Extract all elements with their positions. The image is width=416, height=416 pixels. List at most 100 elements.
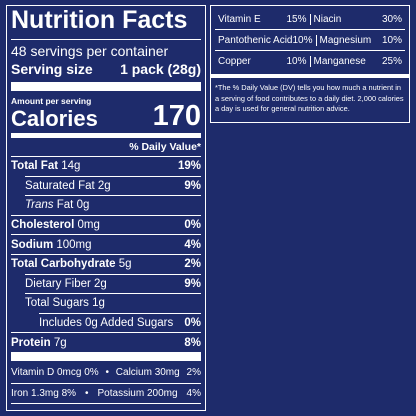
mineral: Calcium 30mg xyxy=(116,367,180,378)
nutrient-row: Includes 0g Added Sugars 0% xyxy=(39,312,201,333)
vitamin-name: Magnesium xyxy=(319,34,372,46)
mineral-row: Vitamin D 0mcg 0% • Calcium 30mg 2% xyxy=(11,362,201,383)
vitamin: Copper 10% xyxy=(215,56,310,67)
mineral-row: Iron 1.3mg 8% • Potassium 200mg 4% xyxy=(11,383,201,404)
vitamin: Vitamin E 15% xyxy=(215,14,310,25)
mineral-amount: 0mcg xyxy=(56,367,82,378)
daily-value-header: % Daily Value* xyxy=(129,141,201,153)
nutrient-name-italic: Trans xyxy=(25,199,54,212)
nutrient-dv: 2% xyxy=(184,258,201,271)
nutrient-name: Total Sugars xyxy=(25,297,89,310)
nutrient-dv: 4% xyxy=(184,238,201,251)
vitamin-name: Niacin xyxy=(313,13,342,25)
nutrient-dv: 19% xyxy=(177,160,201,173)
vitamin-dv: 25% xyxy=(381,55,402,67)
mineral-amount: 30mg xyxy=(154,367,180,378)
mineral-dv: 2% xyxy=(186,367,201,378)
divider xyxy=(215,50,405,51)
divider xyxy=(215,29,405,30)
mineral-dv: 8% xyxy=(61,388,77,399)
vitamin-name: Vitamin E xyxy=(218,13,261,25)
mineral: Potassium 200mg xyxy=(98,388,178,399)
nutrient-amount: 7g xyxy=(53,336,67,349)
nutrient-dv: 9% xyxy=(184,179,201,192)
nutrient-dv: 0% xyxy=(184,317,201,330)
serving-size-label: Serving size xyxy=(11,61,93,77)
vitamin-dv: 10% xyxy=(292,34,313,46)
mineral-name: Vitamin D xyxy=(11,367,55,378)
vitamin-name: Copper xyxy=(218,55,251,67)
nutrient-amount: 2g xyxy=(97,179,111,192)
vitamin-panel: Vitamin E 15% Niacin 30% Pantothenic Acid 1… xyxy=(210,5,410,123)
nutrient-row: Saturated Fat 2g 9% xyxy=(25,175,201,196)
nutrient-row: Cholesterol 0mg 0% xyxy=(11,214,201,235)
vitamin-row: Pantothenic Acid 10% Magnesium 10% xyxy=(215,30,405,50)
servings: 48 servings per container xyxy=(11,43,169,59)
nutrient: Total Fat 14g xyxy=(11,160,80,172)
nutrient: Protein 7g xyxy=(11,337,67,349)
medium-bar xyxy=(211,74,409,78)
nutrient-name: Protein xyxy=(11,336,51,349)
vitamin: Niacin 30% xyxy=(309,13,406,25)
vitamin-dv: 10% xyxy=(381,34,402,46)
thick-bar xyxy=(11,352,201,361)
mineral: Iron 1.3mg 8% xyxy=(11,388,76,399)
nutrient-row: Total Carbohydrate 5g 2% xyxy=(11,254,201,274)
nutrition-label: Nutrition Facts 48 servings per containe… xyxy=(6,5,206,411)
serving-size-row: Serving size 1 pack (28g) xyxy=(11,61,201,77)
amount-per-serving: Amount per serving xyxy=(11,96,92,106)
vitamin-name: Manganese xyxy=(313,55,366,67)
nutrient-amount: 14g xyxy=(61,160,81,173)
nutrient-row: Dietary Fiber 2g 9% xyxy=(25,273,201,294)
medium-bar xyxy=(11,133,201,138)
label-title: Nutrition Facts xyxy=(11,6,188,34)
nutrient: Total Sugars 1g xyxy=(25,297,105,309)
vitamin-dv: 30% xyxy=(381,13,402,25)
serving-size: 1 pack (28g) xyxy=(120,61,201,77)
nutrient: Total Carbohydrate 5g xyxy=(11,258,132,270)
nutrient-amount: 1g xyxy=(92,297,105,310)
vitamin-name: Pantothenic Acid xyxy=(218,34,293,46)
nutrient-amount: 2g xyxy=(94,277,107,290)
nutrient-name: Sodium xyxy=(11,238,54,251)
nutrient: Sodium 100mg xyxy=(11,239,92,251)
mineral-name: Iron xyxy=(11,388,29,399)
nutrient: Dietary Fiber 2g xyxy=(25,278,107,290)
nutrient-row: Sodium 100mg 4% xyxy=(11,234,201,254)
mineral: Vitamin D 0mcg 0% xyxy=(11,367,99,378)
nutrient-dv: 8% xyxy=(184,336,201,349)
separator: • xyxy=(85,388,89,399)
calories-value: 170 xyxy=(152,100,201,132)
footnote: *The % Daily Value (DV) tells you how mu… xyxy=(215,83,404,113)
nutrient: Saturated Fat 2g xyxy=(25,180,111,192)
nutrient-name: Saturated Fat xyxy=(25,179,95,192)
vitamin: Pantothenic Acid 10% xyxy=(215,35,316,46)
nutrient-name: Total Fat xyxy=(11,160,59,173)
nutrient-name: Fat xyxy=(56,199,74,212)
separator: • xyxy=(105,367,109,378)
vitamin-row: Vitamin E 15% Niacin 30% xyxy=(215,9,405,29)
vitamin: Manganese 25% xyxy=(309,55,406,67)
nutrient: Trans Fat 0g xyxy=(25,199,89,211)
nutrient-row: Total Fat 14g 19% xyxy=(11,156,201,176)
nutrient-name: Dietary Fiber xyxy=(25,277,91,290)
mineral-name: Potassium xyxy=(97,388,145,399)
nutrient-dv: 9% xyxy=(184,277,201,290)
mineral-name: Calcium xyxy=(115,367,152,378)
nutrient-amount: 0mg xyxy=(77,219,100,232)
nutrient-dv: 0% xyxy=(184,219,201,232)
mineral-dv: 0% xyxy=(84,367,99,378)
nutrient-name: Total Carbohydrate xyxy=(11,258,116,271)
vitamin-dv: 10% xyxy=(286,55,307,67)
divider xyxy=(11,39,201,40)
nutrient-amount: 0g xyxy=(76,199,90,212)
mineral-amount: 1.3mg xyxy=(31,388,59,399)
mineral-dv: 4% xyxy=(186,388,201,399)
vitamin-row: Copper 10% Manganese 25% xyxy=(215,51,405,71)
nutrient: Cholesterol 0mg xyxy=(11,219,100,231)
nutrient-row: Protein 7g 8% xyxy=(11,332,201,352)
vitamin: Magnesium 10% xyxy=(315,34,405,46)
nutrient-row: Total Sugars 1g xyxy=(25,293,201,313)
